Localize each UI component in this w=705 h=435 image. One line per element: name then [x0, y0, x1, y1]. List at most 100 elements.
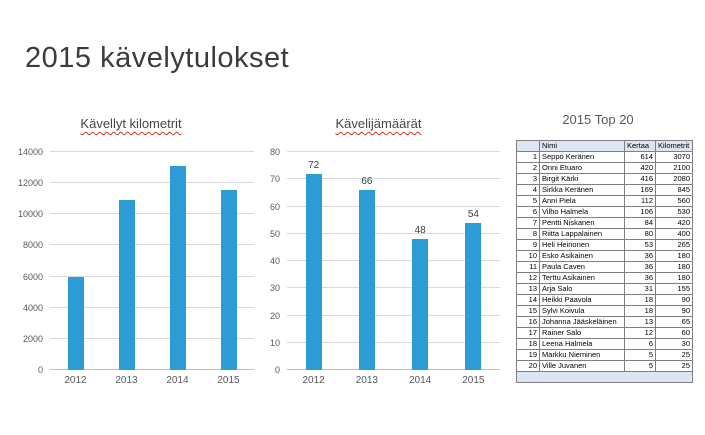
gridline [50, 182, 254, 184]
gridline [287, 205, 500, 207]
name-cell: Rainer Salo [539, 327, 625, 339]
axis-line [50, 369, 254, 370]
y-axis-label: 0 [37, 365, 43, 375]
bar-slot: 48 [394, 152, 447, 370]
kilometers-cell: 2100 [655, 162, 693, 174]
times-cell: 420 [624, 162, 656, 174]
times-cell: 169 [624, 184, 656, 196]
kilometers-cell: 3070 [655, 151, 693, 163]
gridline [50, 151, 254, 152]
times-cell: 416 [624, 173, 656, 185]
rank-cell: 8 [516, 228, 540, 240]
table-row: 5 Anni Piela 112 560 [516, 195, 693, 207]
chart-kilometers-title-row: Kävellyt kilometrit [8, 116, 254, 152]
kilometers-cell: 90 [655, 294, 693, 306]
x-axis-label: 2013 [355, 375, 378, 386]
bar-slot [101, 152, 152, 370]
table-row: 15 Sylvi Koivula 18 90 [516, 305, 693, 317]
rank-cell: 17 [516, 327, 540, 339]
times-cell: 5 [624, 360, 656, 372]
y-axis-label: 6000 [22, 271, 43, 282]
bar-slot [203, 152, 254, 370]
gridline [50, 306, 254, 308]
footer-cell [516, 371, 693, 383]
bar-slot [152, 152, 203, 370]
gridline [50, 275, 254, 277]
rank-cell: 16 [516, 316, 540, 328]
rank-cell: 12 [516, 272, 540, 284]
name-cell: Ville Juvanen [539, 360, 625, 372]
table-row: 3 Birgit Kärki 416 2080 [516, 173, 693, 185]
chart-kilometers: Kävellyt kilometrit 0 2000 4000 6000 8000 100… [8, 116, 254, 401]
kilometers-cell: 845 [655, 184, 693, 196]
rank-cell: 5 [516, 195, 540, 207]
times-cell: 6 [624, 338, 656, 350]
y-axis-label: 2000 [22, 333, 43, 344]
kilometers-cell: 155 [655, 283, 693, 295]
kilometers-cell: 265 [655, 239, 693, 251]
kilometers-cell: 25 [655, 360, 693, 372]
top20-table: Nimi Kertaa Kilometrit 1 Seppo Keränen 614… [516, 140, 693, 383]
header-cell-kilometers: Kilometrit [655, 140, 693, 152]
rank-cell: 4 [516, 184, 540, 196]
chart-walker-counts-plot-area: 0 10 20 30 40 50 60 70 80 72 66 48 54 [257, 147, 500, 375]
name-cell: Paula Caven [539, 261, 625, 273]
gridline [287, 151, 500, 152]
table-row: 11 Paula Caven 36 180 [516, 261, 693, 273]
y-axis-label: 50 [269, 228, 280, 239]
rank-cell: 19 [516, 349, 540, 361]
gridline [50, 213, 254, 215]
table-row: 4 Sirkka Keränen 169 845 [516, 184, 693, 196]
bar-slot: 72 [287, 152, 340, 370]
kilometers-cell: 180 [655, 250, 693, 262]
name-cell: Onni Etuaro [539, 162, 625, 174]
x-axis-label: 2012 [64, 375, 87, 386]
table-row: 8 Riitta Lappalainen 80 400 [516, 228, 693, 240]
y-axis-label: 4000 [22, 302, 43, 313]
bar-2014: 48 [412, 225, 429, 370]
gridline [287, 260, 500, 261]
table-row: 7 Pentti Niskanen 84 420 [516, 217, 693, 229]
rank-cell: 10 [516, 250, 540, 262]
table-row: 12 Terttu Asikainen 36 180 [516, 272, 693, 284]
table-row: 16 Johanna Jääskeläinen 13 65 [516, 316, 693, 328]
data-label: 54 [467, 208, 479, 220]
name-cell: Heli Heinonen [539, 239, 625, 251]
table-row: 2 Onni Etuaro 420 2100 [516, 162, 693, 174]
bar-2015: 54 [465, 209, 482, 370]
name-cell: Terttu Asikainen [539, 272, 625, 284]
name-cell: Arja Salo [539, 283, 625, 295]
table-row: 1 Seppo Keränen 614 3070 [516, 151, 693, 163]
kilometers-cell: 60 [655, 327, 693, 339]
times-cell: 13 [624, 316, 656, 328]
table-row: 18 Leena Halmela 6 30 [516, 338, 693, 350]
table-row: 13 Arja Salo 31 155 [516, 283, 693, 295]
bar-slot [50, 152, 101, 370]
header-cell-name: Nimi [539, 140, 625, 152]
y-axis-label: 0 [274, 365, 280, 375]
bar-2014 [169, 166, 186, 370]
x-axis: 2012 2013 2014 2015 [50, 375, 254, 386]
bar-2013: 66 [358, 176, 375, 370]
name-cell: Leena Halmela [539, 338, 625, 350]
kilometers-cell: 30 [655, 338, 693, 350]
chart-kilometers-plot-area: 0 2000 4000 6000 8000 10000 12000 14000 [8, 147, 254, 375]
y-axis-label: 30 [269, 283, 280, 294]
kilometers-cell: 90 [655, 305, 693, 317]
rank-cell: 6 [516, 206, 540, 218]
name-cell: Sylvi Koivula [539, 305, 625, 317]
kilometers-cell: 560 [655, 195, 693, 207]
data-label: 72 [308, 159, 320, 171]
kilometers-cell: 25 [655, 349, 693, 361]
times-cell: 18 [624, 294, 656, 306]
name-cell: Heikki Paavola [539, 294, 625, 306]
rank-cell: 11 [516, 261, 540, 273]
table-header-row: Nimi Kertaa Kilometrit [516, 140, 693, 152]
times-cell: 5 [624, 349, 656, 361]
gridline [287, 341, 500, 343]
rank-cell: 7 [516, 217, 540, 229]
x-axis-label: 2014 [409, 375, 432, 386]
rank-cell: 14 [516, 294, 540, 306]
name-cell: Birgit Kärki [539, 173, 625, 185]
